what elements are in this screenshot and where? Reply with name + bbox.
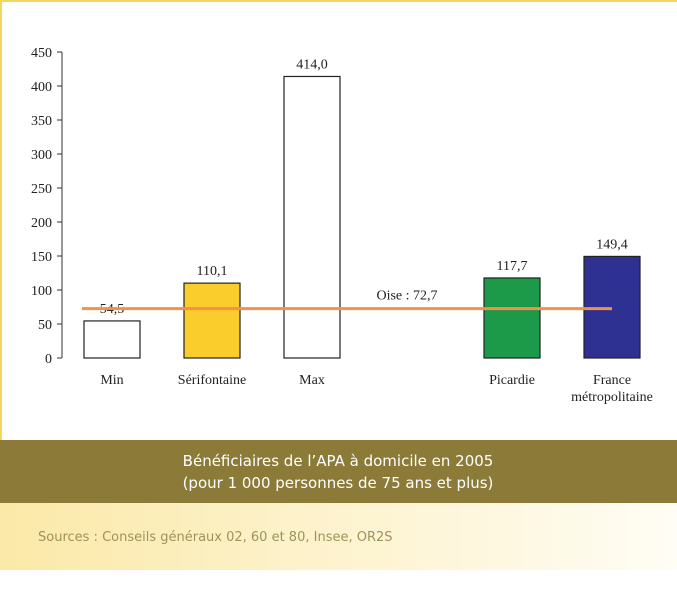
y-tick-label: 200 bbox=[31, 216, 52, 231]
y-tick-label: 250 bbox=[31, 182, 52, 197]
bar bbox=[183, 282, 241, 359]
value-label: 149,4 bbox=[596, 237, 628, 252]
bar bbox=[483, 277, 541, 359]
x-tick-label: Picardie bbox=[489, 373, 535, 388]
caption-band bbox=[0, 440, 677, 503]
chart: 050100150200250300350400450Min54,5Sérifo… bbox=[31, 46, 653, 405]
value-label: 110,1 bbox=[197, 264, 228, 279]
x-tick-label: Sérifontaine bbox=[178, 373, 246, 388]
x-tick-label: Max bbox=[299, 373, 325, 388]
reference-label: Oise : 72,7 bbox=[376, 289, 437, 304]
y-tick-label: 50 bbox=[38, 318, 52, 333]
sources-band bbox=[0, 503, 677, 570]
value-label: 117,7 bbox=[497, 259, 528, 274]
footer: Bénéficiaires de l’APA à domicile en 200… bbox=[0, 440, 677, 570]
y-tick-label: 0 bbox=[45, 352, 52, 367]
caption-title: Bénéficiaires de l’APA à domicile en 200… bbox=[183, 452, 494, 470]
y-tick-label: 150 bbox=[31, 250, 52, 265]
x-tick-label: Min bbox=[100, 373, 123, 388]
value-label: 414,0 bbox=[296, 57, 328, 72]
y-tick-label: 400 bbox=[31, 80, 52, 95]
x-tick-label: France métropolitaine bbox=[571, 373, 653, 405]
bar bbox=[283, 75, 341, 359]
y-tick-label: 450 bbox=[31, 46, 52, 61]
y-tick-label: 350 bbox=[31, 114, 52, 129]
sources: Sources : Conseils généraux 02, 60 et 80… bbox=[38, 530, 393, 545]
y-tick-label: 300 bbox=[31, 148, 52, 163]
caption-subtitle: (pour 1 000 personnes de 75 ans et plus) bbox=[183, 474, 494, 492]
bar bbox=[83, 320, 141, 359]
y-tick-label: 100 bbox=[31, 284, 52, 299]
